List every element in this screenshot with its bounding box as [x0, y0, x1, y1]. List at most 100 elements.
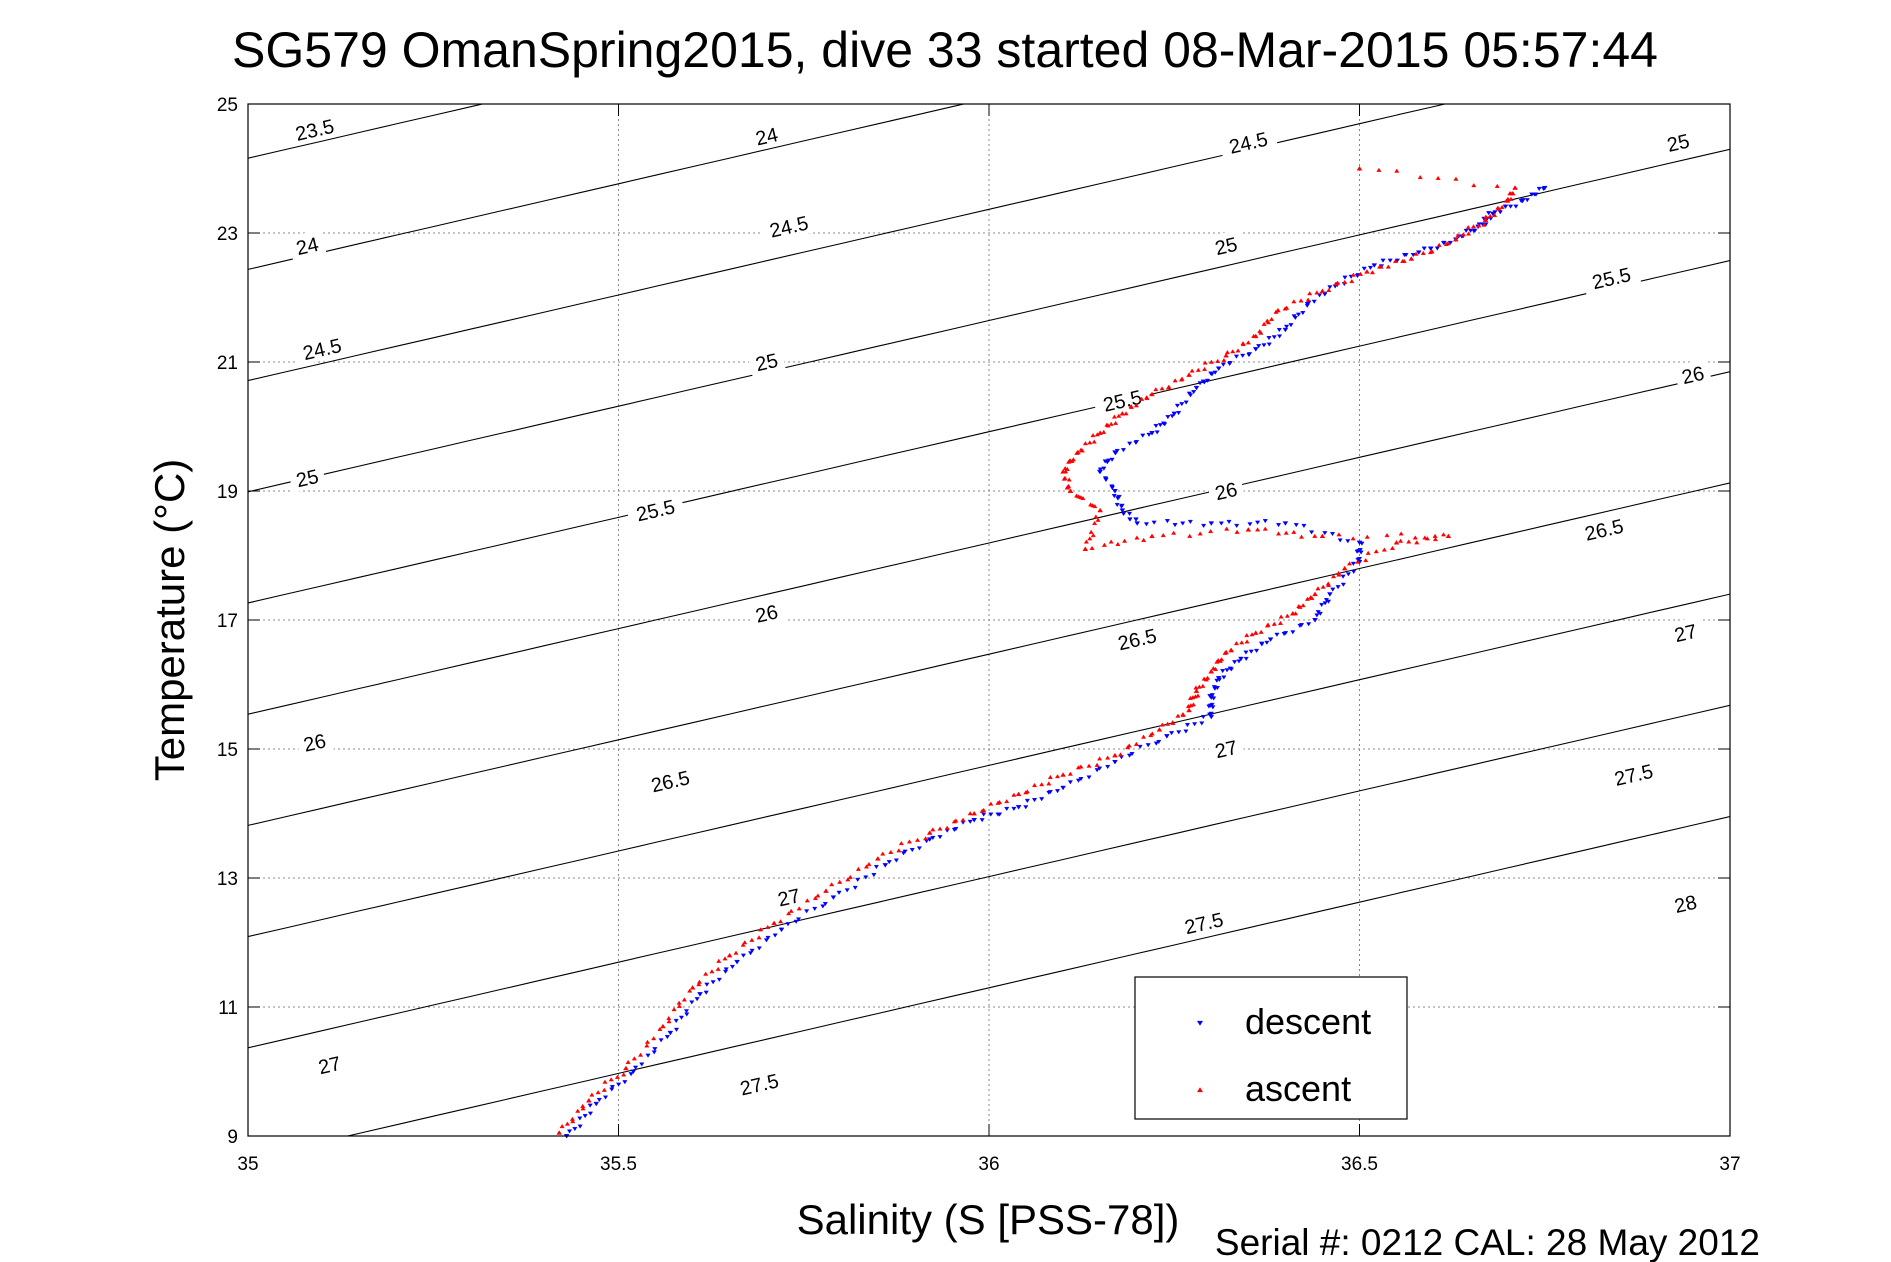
ascent-point: [666, 1015, 672, 1021]
ascent-point: [1060, 469, 1066, 474]
ascent-point: [1149, 731, 1155, 736]
ascent-point: [1312, 533, 1318, 538]
descent-point: [909, 848, 915, 853]
descent-point: [658, 1038, 664, 1043]
descent-point: [1184, 723, 1191, 728]
ascent-point: [1196, 684, 1202, 689]
descent-point: [772, 933, 778, 938]
ascent-point: [1336, 532, 1342, 537]
ascent-point: [926, 830, 933, 835]
ascent-point: [1210, 666, 1216, 671]
descent-point: [1101, 466, 1107, 471]
ascent-point: [740, 942, 746, 947]
isopycnal-line: [248, 148, 1730, 493]
x-tick-label: 35.5: [600, 1154, 637, 1175]
descent-point: [886, 860, 892, 865]
ascent-point: [1258, 629, 1264, 634]
ascent-point: [981, 807, 987, 813]
ascent-point: [1195, 367, 1201, 372]
contour-label-bg: [729, 1065, 790, 1102]
ascent-point: [1091, 439, 1097, 444]
ascent-point: [651, 1036, 657, 1041]
ascent-point: [1305, 297, 1311, 302]
descent-point: [1266, 342, 1272, 347]
descent-point: [710, 980, 716, 985]
descent-point: [1314, 613, 1320, 618]
y-tick-label: 17: [217, 611, 238, 632]
descent-point: [812, 906, 818, 912]
descent-point: [1342, 275, 1348, 280]
ascent-point: [742, 940, 748, 945]
ascent-point: [1062, 466, 1068, 471]
descent-point: [716, 977, 722, 982]
ascent-point: [1499, 204, 1505, 209]
ascent-point: [1115, 541, 1121, 546]
ascent-point: [1470, 224, 1477, 229]
descent-point: [1112, 759, 1118, 765]
descent-point: [1323, 598, 1329, 603]
contour-label-bg: [747, 345, 786, 377]
ascent-point: [1067, 488, 1074, 493]
descent-point: [572, 1127, 578, 1132]
descent-point: [1277, 334, 1283, 339]
ascent-point: [1275, 307, 1281, 313]
descent-point: [723, 969, 729, 974]
descent-point: [855, 877, 861, 882]
descent-point: [1447, 240, 1453, 246]
descent-point: [1174, 403, 1180, 408]
descent-point: [1441, 240, 1447, 246]
descent-point: [1218, 521, 1224, 526]
ascent-point: [621, 1072, 627, 1077]
descent-point: [1137, 744, 1143, 749]
ascent-point: [1101, 429, 1107, 434]
ascent-point: [614, 1074, 621, 1079]
serial-calibration-footer: Serial #: 0212 CAL: 28 May 2012: [1215, 1222, 1760, 1262]
descent-point: [694, 997, 700, 1002]
ascent-point: [1060, 772, 1066, 777]
ascent-point: [771, 920, 777, 926]
ascent-point: [1483, 214, 1489, 219]
descent-point: [1221, 675, 1227, 680]
descent-point: [971, 818, 978, 823]
contour-label: 26: [1213, 479, 1240, 505]
descent-point: [1169, 414, 1175, 419]
ascent-point: [1436, 242, 1442, 247]
ascent-point: [874, 856, 881, 861]
ascent-point: [1208, 359, 1214, 364]
descent-point: [804, 909, 810, 914]
ascent-point: [1087, 536, 1093, 541]
descent-point: [1335, 585, 1341, 590]
ascent-point: [1330, 574, 1337, 579]
descent-point: [1067, 780, 1073, 785]
ascent-point: [1011, 792, 1017, 797]
ascent-point: [1230, 349, 1236, 354]
ascent-point: [1093, 514, 1099, 519]
contour-label-bg: [1206, 474, 1246, 506]
descent-point: [844, 888, 850, 893]
ascent-point: [1200, 683, 1206, 688]
ascent-point: [1401, 258, 1407, 263]
descent-point: [697, 992, 703, 997]
descent-point: [723, 967, 729, 972]
ascent-point: [1149, 391, 1155, 397]
legend-ascent-marker: [1197, 1087, 1203, 1093]
ascent-point: [1078, 447, 1084, 452]
ascent-point: [1424, 536, 1430, 541]
ascent-point: [722, 956, 728, 961]
ascent-point: [930, 827, 936, 832]
ascent-point: [1471, 183, 1477, 188]
ascent-point: [1097, 507, 1104, 513]
ascent-point: [1296, 603, 1302, 609]
descent-point: [902, 849, 908, 854]
ascent-point: [1481, 222, 1487, 227]
ascent-point: [1149, 533, 1155, 539]
ascent-point: [1221, 358, 1227, 363]
descent-point: [988, 812, 994, 817]
ascent-point: [1406, 539, 1412, 544]
ascent-point: [1193, 688, 1200, 693]
descent-point: [1316, 293, 1323, 298]
ascent-point: [696, 982, 702, 987]
ascent-point: [1197, 531, 1203, 536]
descent-point: [667, 1030, 674, 1036]
ascent-point: [1195, 693, 1201, 698]
